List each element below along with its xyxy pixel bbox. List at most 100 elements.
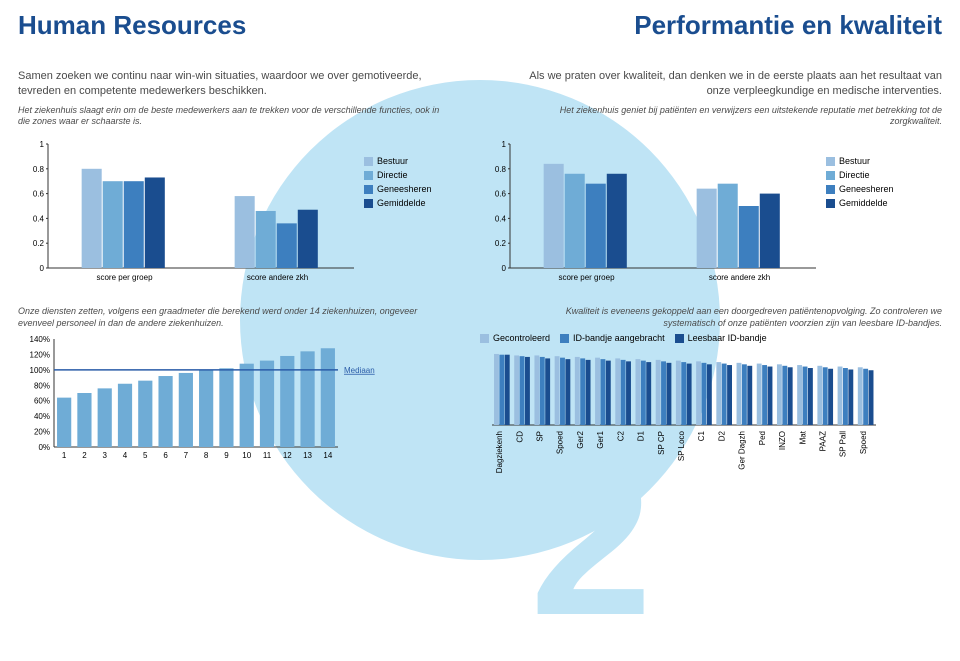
charts-row-1: 00.20.40.60.81score per groepscore ander…	[0, 128, 960, 288]
legend-swatch	[826, 199, 835, 208]
svg-text:score per groep: score per groep	[558, 273, 615, 282]
svg-text:D2: D2	[717, 431, 726, 442]
svg-text:CD: CD	[515, 431, 524, 443]
svg-text:0.6: 0.6	[33, 190, 45, 199]
header-left: Human Resources	[18, 10, 246, 41]
svg-text:Spoed: Spoed	[556, 431, 565, 454]
svg-text:SP: SP	[536, 431, 545, 442]
legend-item: Geneesheren	[826, 184, 894, 194]
svg-text:9: 9	[224, 451, 229, 460]
legend-label: Gemiddelde	[377, 198, 426, 208]
svg-text:Ger2: Ger2	[576, 431, 585, 449]
legend-item: Bestuur	[826, 156, 894, 166]
svg-text:0.6: 0.6	[495, 190, 507, 199]
legend-swatch	[560, 334, 569, 343]
legend-item: ID-bandje aangebracht	[560, 333, 665, 343]
svg-text:11: 11	[263, 451, 272, 460]
svg-text:140%: 140%	[30, 335, 50, 344]
svg-text:80%: 80%	[34, 382, 50, 391]
legend-swatch	[364, 171, 373, 180]
caption2-right: Kwaliteit is eveneens gekoppeld aan een …	[480, 288, 942, 333]
svg-text:C2: C2	[616, 431, 625, 442]
svg-text:D1: D1	[637, 431, 646, 442]
svg-text:Dagziekenh: Dagziekenh	[495, 431, 504, 473]
header-right: Performantie en kwaliteit	[634, 10, 942, 41]
legend-swatch	[364, 185, 373, 194]
legend-label: Bestuur	[377, 156, 408, 166]
svg-text:0: 0	[40, 264, 45, 273]
svg-text:0.2: 0.2	[495, 239, 507, 248]
svg-text:10: 10	[242, 451, 251, 460]
svg-text:PAAZ: PAAZ	[818, 431, 827, 451]
svg-text:Spoed: Spoed	[859, 431, 868, 454]
svg-text:14: 14	[323, 451, 332, 460]
hospital-chart: 0%20%40%60%80%100%120%140%12345678910111…	[18, 333, 408, 463]
sub-left: Het ziekenhuis slaagt erin om de beste m…	[18, 105, 480, 128]
svg-text:0.4: 0.4	[495, 214, 507, 223]
intro-right: Als we praten over kwaliteit, dan denken…	[480, 41, 942, 105]
svg-text:0.8: 0.8	[33, 165, 45, 174]
svg-text:100%: 100%	[30, 366, 50, 375]
svg-text:0.4: 0.4	[33, 214, 45, 223]
legend-swatch	[826, 157, 835, 166]
id-chart: Dagziekenh CD SP Spoed Ger2 Ger1 C2 D1 SP CP SP L…	[480, 347, 880, 477]
group-chart-legend-right: Bestuur Directie Geneesheren Gemiddelde	[826, 138, 894, 208]
caption-row-2: Onze diensten zetten, volgens een graadm…	[0, 288, 960, 333]
id-chart-legend: Gecontroleerd ID-bandje aangebracht Leesba…	[480, 333, 942, 347]
legend-swatch	[364, 157, 373, 166]
legend-label: Gemiddelde	[839, 198, 888, 208]
svg-text:Ger1: Ger1	[596, 431, 605, 449]
legend-swatch	[364, 199, 373, 208]
legend-item: Directie	[364, 170, 432, 180]
group-chart-left-wrap: 00.20.40.60.81score per groepscore ander…	[18, 128, 480, 288]
svg-text:1: 1	[62, 451, 67, 460]
svg-text:4: 4	[123, 451, 128, 460]
legend-label: ID-bandje aangebracht	[573, 333, 665, 343]
svg-text:score andere zkh: score andere zkh	[247, 273, 308, 282]
legend-label: Gecontroleerd	[493, 333, 550, 343]
svg-text:20%: 20%	[34, 428, 50, 437]
intro-row: Samen zoeken we continu naar win-win sit…	[0, 41, 960, 105]
group-chart-right: 00.20.40.60.81score per groepscore ander…	[480, 138, 820, 288]
legend-label: Leesbaar ID-bandje	[688, 333, 767, 343]
header: Human Resources Performantie en kwalitei…	[0, 0, 960, 41]
svg-text:40%: 40%	[34, 413, 50, 422]
svg-text:120%: 120%	[30, 351, 50, 360]
legend-item: Gecontroleerd	[480, 333, 550, 343]
svg-text:score andere zkh: score andere zkh	[709, 273, 770, 282]
svg-text:Ger Dagzh: Ger Dagzh	[738, 431, 747, 470]
legend-label: Geneesheren	[377, 184, 432, 194]
svg-text:SP CP: SP CP	[657, 431, 666, 455]
intro-left: Samen zoeken we continu naar win-win sit…	[18, 41, 480, 105]
svg-text:3: 3	[102, 451, 107, 460]
group-chart-legend-left: Bestuur Directie Geneesheren Gemiddelde	[364, 138, 432, 208]
svg-text:12: 12	[283, 451, 292, 460]
legend-label: Directie	[839, 170, 870, 180]
legend-item: Geneesheren	[364, 184, 432, 194]
legend-swatch	[675, 334, 684, 343]
svg-text:7: 7	[184, 451, 189, 460]
group-chart-right-wrap: 00.20.40.60.81score per groepscore ander…	[480, 128, 942, 288]
svg-text:5: 5	[143, 451, 148, 460]
svg-text:SP Loco: SP Loco	[677, 431, 686, 462]
charts-row-2: 0%20%40%60%80%100%120%140%12345678910111…	[0, 333, 960, 482]
group-chart-left: 00.20.40.60.81score per groepscore ander…	[18, 138, 358, 288]
hospital-chart-wrap: 0%20%40%60%80%100%120%140%12345678910111…	[18, 333, 480, 482]
legend-swatch	[826, 185, 835, 194]
svg-text:8: 8	[204, 451, 209, 460]
svg-text:0.2: 0.2	[33, 239, 45, 248]
svg-text:0.8: 0.8	[495, 165, 507, 174]
svg-text:INZO: INZO	[778, 431, 787, 450]
legend-item: Bestuur	[364, 156, 432, 166]
legend-swatch	[826, 171, 835, 180]
legend-item: Gemiddelde	[364, 198, 432, 208]
legend-item: Directie	[826, 170, 894, 180]
legend-label: Directie	[377, 170, 408, 180]
svg-text:Ped: Ped	[758, 431, 767, 445]
legend-item: Gemiddelde	[826, 198, 894, 208]
svg-text:SP Pall: SP Pall	[839, 431, 848, 457]
svg-text:score per groep: score per groep	[96, 273, 153, 282]
svg-text:0: 0	[502, 264, 507, 273]
svg-text:2: 2	[82, 451, 87, 460]
svg-text:13: 13	[303, 451, 312, 460]
